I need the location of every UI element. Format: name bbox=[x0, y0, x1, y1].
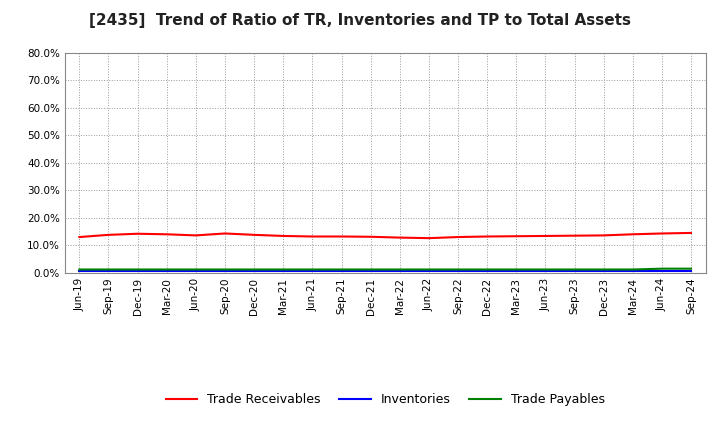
Trade Receivables bbox=[657, 231, 666, 236]
Trade Payables bbox=[104, 267, 113, 272]
Trade Receivables bbox=[599, 233, 608, 238]
Inventories bbox=[250, 268, 258, 273]
Inventories bbox=[279, 268, 287, 273]
Trade Receivables bbox=[570, 233, 579, 238]
Trade Receivables bbox=[163, 231, 171, 237]
Trade Payables bbox=[337, 267, 346, 272]
Inventories bbox=[366, 268, 375, 273]
Inventories bbox=[657, 268, 666, 273]
Trade Payables bbox=[192, 267, 200, 272]
Inventories bbox=[104, 268, 113, 273]
Trade Payables bbox=[483, 267, 492, 272]
Inventories bbox=[425, 268, 433, 273]
Inventories bbox=[454, 268, 462, 273]
Trade Receivables bbox=[454, 235, 462, 240]
Inventories bbox=[512, 268, 521, 273]
Inventories bbox=[599, 268, 608, 273]
Inventories bbox=[75, 268, 84, 273]
Trade Payables bbox=[75, 267, 84, 272]
Trade Receivables bbox=[220, 231, 229, 236]
Inventories bbox=[395, 268, 404, 273]
Line: Trade Receivables: Trade Receivables bbox=[79, 233, 691, 238]
Inventories bbox=[163, 268, 171, 273]
Trade Payables bbox=[512, 267, 521, 272]
Trade Receivables bbox=[133, 231, 142, 236]
Inventories bbox=[133, 268, 142, 273]
Trade Payables bbox=[541, 267, 550, 272]
Inventories bbox=[192, 268, 200, 273]
Trade Receivables bbox=[366, 234, 375, 239]
Inventories bbox=[629, 268, 637, 273]
Trade Receivables bbox=[512, 234, 521, 239]
Trade Receivables bbox=[629, 231, 637, 237]
Trade Payables bbox=[220, 267, 229, 272]
Trade Payables bbox=[629, 267, 637, 272]
Legend: Trade Receivables, Inventories, Trade Payables: Trade Receivables, Inventories, Trade Pa… bbox=[166, 393, 605, 407]
Trade Payables bbox=[279, 267, 287, 272]
Inventories bbox=[483, 268, 492, 273]
Trade Receivables bbox=[687, 230, 696, 235]
Trade Payables bbox=[687, 266, 696, 271]
Trade Receivables bbox=[75, 235, 84, 240]
Trade Receivables bbox=[337, 234, 346, 239]
Trade Receivables bbox=[483, 234, 492, 239]
Trade Payables bbox=[308, 267, 317, 272]
Trade Payables bbox=[570, 267, 579, 272]
Trade Payables bbox=[163, 267, 171, 272]
Inventories bbox=[541, 268, 550, 273]
Trade Payables bbox=[425, 267, 433, 272]
Inventories bbox=[337, 268, 346, 273]
Trade Receivables bbox=[308, 234, 317, 239]
Trade Receivables bbox=[279, 233, 287, 238]
Inventories bbox=[570, 268, 579, 273]
Trade Payables bbox=[657, 266, 666, 271]
Trade Payables bbox=[454, 267, 462, 272]
Trade Receivables bbox=[425, 235, 433, 241]
Trade Receivables bbox=[250, 232, 258, 238]
Text: [2435]  Trend of Ratio of TR, Inventories and TP to Total Assets: [2435] Trend of Ratio of TR, Inventories… bbox=[89, 13, 631, 28]
Trade Receivables bbox=[192, 233, 200, 238]
Trade Payables bbox=[250, 267, 258, 272]
Trade Receivables bbox=[104, 232, 113, 238]
Inventories bbox=[308, 268, 317, 273]
Inventories bbox=[687, 268, 696, 273]
Trade Payables bbox=[133, 267, 142, 272]
Trade Payables bbox=[395, 267, 404, 272]
Trade Payables bbox=[599, 267, 608, 272]
Inventories bbox=[220, 268, 229, 273]
Trade Receivables bbox=[395, 235, 404, 240]
Trade Receivables bbox=[541, 233, 550, 238]
Trade Payables bbox=[366, 267, 375, 272]
